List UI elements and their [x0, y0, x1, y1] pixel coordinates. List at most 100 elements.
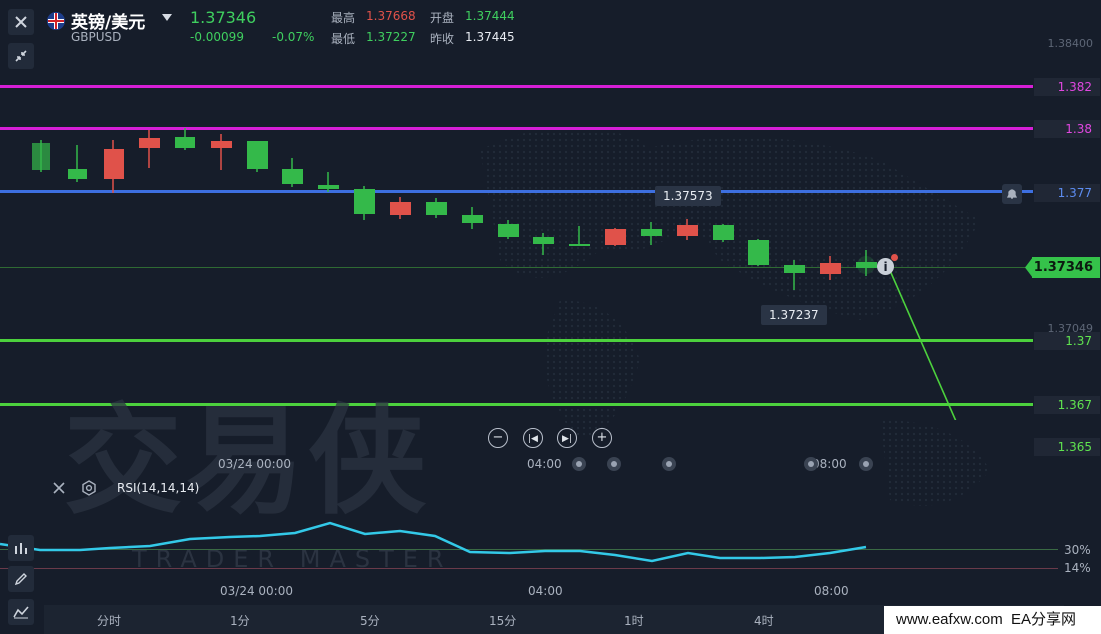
time-marker[interactable] — [607, 457, 621, 471]
time-marker[interactable] — [859, 457, 873, 471]
candle — [856, 250, 877, 276]
candle — [605, 228, 626, 246]
zoom-in-icon: + — [596, 430, 608, 445]
close-button[interactable] — [8, 9, 34, 35]
time-marker[interactable] — [662, 457, 676, 471]
rsi-line — [0, 521, 867, 563]
candle — [211, 134, 232, 170]
low-value: 1.37227 — [366, 30, 416, 44]
candle — [498, 220, 519, 239]
site-watermark: www.eafxw.com EA分享网 — [884, 606, 1101, 634]
candle — [677, 219, 698, 240]
info-icon[interactable]: i — [877, 258, 894, 275]
timeframe-tab[interactable]: 5分 — [360, 614, 380, 628]
price-change: -0.00099 — [190, 30, 244, 44]
close-indicator-icon[interactable] — [52, 481, 66, 495]
price-line-label-1-377[interactable]: 1.377 — [1034, 184, 1100, 202]
indicator-icon — [15, 543, 27, 554]
price-line-1-38[interactable] — [0, 127, 1033, 130]
low-label: 最低 — [331, 32, 356, 46]
price-line-label-1-38[interactable]: 1.38 — [1034, 120, 1100, 138]
high-value: 1.37668 — [366, 9, 416, 23]
skip-forward-button[interactable]: ▶| — [557, 428, 577, 448]
watermark-logo: 交易侠 — [64, 392, 431, 530]
chart-type-button[interactable] — [8, 599, 34, 625]
price-line-label-1-37[interactable]: 1.37 — [1034, 332, 1100, 350]
candle — [462, 207, 483, 229]
collapse-button[interactable] — [8, 43, 34, 69]
collapse-icon — [15, 50, 27, 62]
timeframe-tab[interactable]: 4时 — [754, 614, 774, 628]
prev-close-label: 昨收 — [430, 32, 455, 46]
candle — [247, 141, 268, 172]
candle — [641, 222, 662, 245]
high-tooltip: 1.37573 — [655, 186, 721, 206]
time-axis-label-2: 04:00 — [527, 457, 562, 471]
candle — [426, 198, 447, 218]
price-line-1-382[interactable] — [0, 85, 1033, 88]
open-label: 开盘 — [430, 11, 455, 25]
candle — [713, 224, 734, 242]
candle — [282, 158, 303, 187]
symbol-name[interactable]: 英镑/美元 — [71, 13, 146, 33]
time-marker[interactable] — [572, 457, 586, 471]
close-icon — [15, 16, 27, 28]
rsi-level-low-label: 14% — [1064, 561, 1091, 575]
zoom-out-icon: − — [492, 430, 504, 445]
prev-close-value: 1.37445 — [465, 30, 515, 44]
price-line-label-1-367[interactable]: 1.367 — [1034, 396, 1100, 414]
indicator-name[interactable]: RSI(14,14,14) — [117, 481, 200, 495]
lower-time-axis-label-1: 03/24 00:00 — [220, 584, 293, 598]
time-axis-label-3: 08:00 — [812, 457, 847, 471]
bell-icon — [1006, 189, 1018, 199]
skip-forward-icon: ▶| — [562, 434, 572, 444]
timeframe-tab[interactable]: 1分 — [230, 614, 250, 628]
high-label: 最高 — [331, 11, 356, 25]
price-axis-top-tick: 1.38400 — [1047, 37, 1094, 50]
price-line-label-1-382[interactable]: 1.382 — [1034, 78, 1100, 96]
candle — [175, 128, 195, 150]
candle — [784, 260, 805, 290]
timeframe-tab[interactable]: 分时 — [97, 614, 122, 628]
time-marker[interactable] — [804, 457, 818, 471]
current-price-tag: 1.37346 — [1032, 257, 1100, 278]
lower-time-axis-label-2: 04:00 — [528, 584, 563, 598]
indicator-tool-button[interactable] — [8, 535, 34, 561]
candle — [139, 130, 160, 168]
chevron-down-icon[interactable] — [162, 14, 172, 22]
candle — [569, 226, 590, 246]
rsi-level-high-label: 30% — [1064, 543, 1091, 557]
draw-icon — [14, 573, 27, 586]
settings-icon[interactable] — [81, 480, 97, 496]
price-line-label-1-365[interactable]: 1.365 — [1034, 438, 1100, 456]
price-axis-mid-tick: 1.37049 — [1047, 322, 1094, 335]
alert-button[interactable] — [1002, 184, 1022, 204]
zoom-out-button[interactable]: − — [488, 428, 508, 448]
rsi-level-line-low — [0, 568, 1058, 569]
price-tag-arrow — [1025, 257, 1033, 278]
price-line-1-367[interactable] — [0, 403, 1033, 406]
candle — [318, 172, 339, 192]
candle — [104, 140, 124, 193]
current-price-line — [0, 267, 1033, 268]
draw-tool-button[interactable] — [8, 566, 34, 592]
candlestick-series — [32, 128, 966, 420]
price-change-pct: -0.07% — [272, 30, 315, 44]
price-line-1-37[interactable] — [0, 339, 1033, 342]
symbol-code: GBPUSD — [71, 30, 122, 44]
timeframe-tab[interactable]: 15分 — [489, 614, 517, 628]
lower-time-axis-label-3: 08:00 — [814, 584, 849, 598]
skip-back-button[interactable]: |◀ — [523, 428, 543, 448]
timeframe-tab[interactable]: 1时 — [624, 614, 644, 628]
candle — [390, 197, 411, 219]
projection-arrow[interactable] — [887, 265, 966, 420]
time-axis-label-1: 03/24 00:00 — [218, 457, 291, 471]
zoom-in-button[interactable]: + — [592, 428, 612, 448]
notification-dot — [891, 254, 898, 261]
open-value: 1.37444 — [465, 9, 515, 23]
price-line-1-377[interactable] — [0, 190, 1033, 193]
candle — [68, 145, 87, 182]
line-chart-icon — [13, 606, 29, 619]
skip-back-icon: |◀ — [528, 434, 538, 444]
